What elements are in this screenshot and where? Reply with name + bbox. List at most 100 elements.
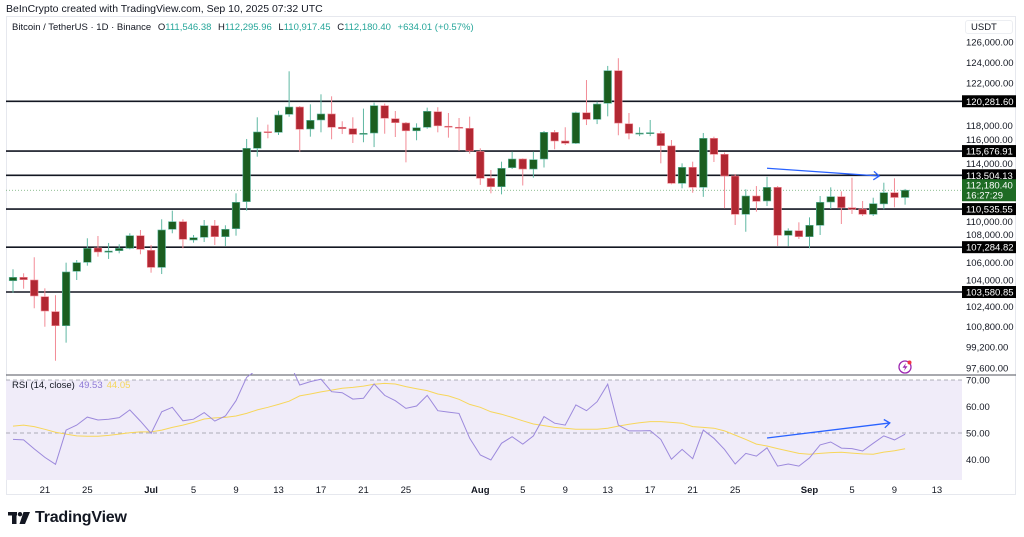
candle-up[interactable]: [412, 127, 421, 132]
candle-up[interactable]: [306, 120, 315, 130]
candle-up[interactable]: [200, 225, 209, 238]
candle-up[interactable]: [741, 195, 750, 215]
currency-button[interactable]: USDT: [965, 20, 1013, 34]
candle-down[interactable]: [486, 177, 496, 188]
candle-up[interactable]: [231, 201, 241, 229]
candle-up[interactable]: [603, 70, 612, 104]
candle-up[interactable]: [826, 196, 835, 203]
candle-up[interactable]: [274, 114, 283, 133]
candle-up[interactable]: [869, 203, 878, 215]
candle-down[interactable]: [391, 118, 400, 123]
alert-icon[interactable]: [898, 360, 912, 374]
candle-down[interactable]: [582, 112, 591, 120]
candle-down[interactable]: [136, 235, 145, 250]
trend-arrow[interactable]: [766, 418, 891, 439]
candle-up[interactable]: [285, 106, 294, 115]
candle-down[interactable]: [476, 151, 485, 179]
candle-up[interactable]: [784, 230, 793, 236]
candle-down[interactable]: [667, 145, 676, 184]
candle-up[interactable]: [189, 237, 198, 241]
candle-down[interactable]: [550, 132, 559, 142]
candle-up[interactable]: [529, 159, 538, 170]
candle-up[interactable]: [635, 132, 644, 135]
candle-up[interactable]: [316, 113, 326, 121]
candle-down[interactable]: [51, 311, 60, 327]
candle-up[interactable]: [242, 147, 251, 202]
candle-down[interactable]: [338, 126, 347, 129]
candle-down[interactable]: [30, 279, 39, 297]
candle-down[interactable]: [146, 250, 156, 268]
candle-up[interactable]: [805, 224, 814, 237]
rsi-axis[interactable]: 70.00 60.00 50.00 40.00: [966, 376, 990, 467]
candle-down[interactable]: [178, 221, 188, 240]
date-tick-label: Jul: [144, 485, 158, 496]
candle-up[interactable]: [423, 110, 432, 128]
candle-up[interactable]: [699, 138, 708, 188]
candle-down[interactable]: [93, 247, 103, 253]
candle-down[interactable]: [773, 187, 782, 236]
candle-up[interactable]: [879, 192, 888, 205]
candle-down[interactable]: [454, 126, 464, 129]
candle-up[interactable]: [497, 168, 506, 188]
candle-up[interactable]: [8, 277, 18, 282]
candle-down[interactable]: [401, 122, 411, 132]
candle-down[interactable]: [837, 196, 846, 209]
candle-down[interactable]: [295, 106, 304, 130]
candle-down[interactable]: [210, 225, 219, 237]
rsi-title[interactable]: RSI (14, close): [12, 380, 75, 391]
candle-up[interactable]: [221, 228, 230, 237]
candle-up[interactable]: [539, 132, 549, 160]
candle-up[interactable]: [115, 248, 124, 251]
candle-up[interactable]: [61, 271, 71, 327]
candle-up[interactable]: [157, 229, 166, 268]
candle-down[interactable]: [752, 195, 761, 202]
trend-arrow[interactable]: [766, 167, 881, 181]
candle-up[interactable]: [104, 250, 113, 253]
candle-up[interactable]: [369, 105, 379, 134]
candle-up[interactable]: [72, 262, 81, 272]
candle-down[interactable]: [19, 277, 28, 280]
candle-up[interactable]: [508, 158, 517, 168]
candle-up[interactable]: [359, 133, 368, 135]
candle-down[interactable]: [720, 153, 729, 177]
candle-down[interactable]: [561, 140, 570, 144]
candle-down[interactable]: [465, 128, 474, 152]
candle-down[interactable]: [890, 192, 899, 198]
candle-down[interactable]: [348, 128, 357, 135]
tradingview-logo[interactable]: TradingView: [8, 509, 127, 527]
candle-down[interactable]: [858, 208, 867, 215]
symbol-title[interactable]: Bitcoin / TetherUS · 1D · Binance: [12, 22, 152, 33]
candle-down[interactable]: [327, 113, 336, 128]
candle-down[interactable]: [263, 131, 272, 133]
level-price-tag: [962, 169, 1016, 182]
candle-down[interactable]: [40, 296, 49, 312]
candle-down[interactable]: [444, 125, 453, 128]
candle-down[interactable]: [624, 123, 634, 134]
candle-up[interactable]: [168, 221, 177, 230]
candle-up[interactable]: [816, 201, 825, 226]
date-tick-label: 25: [82, 485, 93, 496]
candle-up[interactable]: [762, 187, 772, 202]
candle-down[interactable]: [731, 175, 740, 215]
candle-down[interactable]: [380, 105, 389, 119]
candle-up[interactable]: [125, 235, 134, 249]
price-axis[interactable]: 126,000.00 124,000.00 122,000.00 118,000.00…: [966, 38, 1014, 375]
price-tick-label: 110,000.00: [966, 217, 1013, 228]
candle-down[interactable]: [656, 133, 665, 146]
candle-up[interactable]: [253, 131, 262, 149]
candle-down[interactable]: [794, 230, 803, 237]
candle-down[interactable]: [614, 70, 623, 124]
candle-down[interactable]: [518, 158, 527, 170]
candle-up[interactable]: [646, 132, 655, 134]
candle-up[interactable]: [592, 103, 602, 120]
candle-up[interactable]: [900, 189, 910, 198]
candle-down[interactable]: [688, 167, 697, 188]
candle-down[interactable]: [709, 138, 719, 155]
candle-up[interactable]: [83, 248, 92, 263]
candle-up[interactable]: [571, 112, 580, 144]
candle-up[interactable]: [677, 167, 687, 184]
candle-down[interactable]: [847, 207, 857, 210]
candle-down[interactable]: [433, 111, 442, 127]
time-axis[interactable]: 21 25 Jul 5 9 13 17 21 25 Aug 5 9 13 17 21 25 Sep 5 9 13: [40, 485, 943, 496]
